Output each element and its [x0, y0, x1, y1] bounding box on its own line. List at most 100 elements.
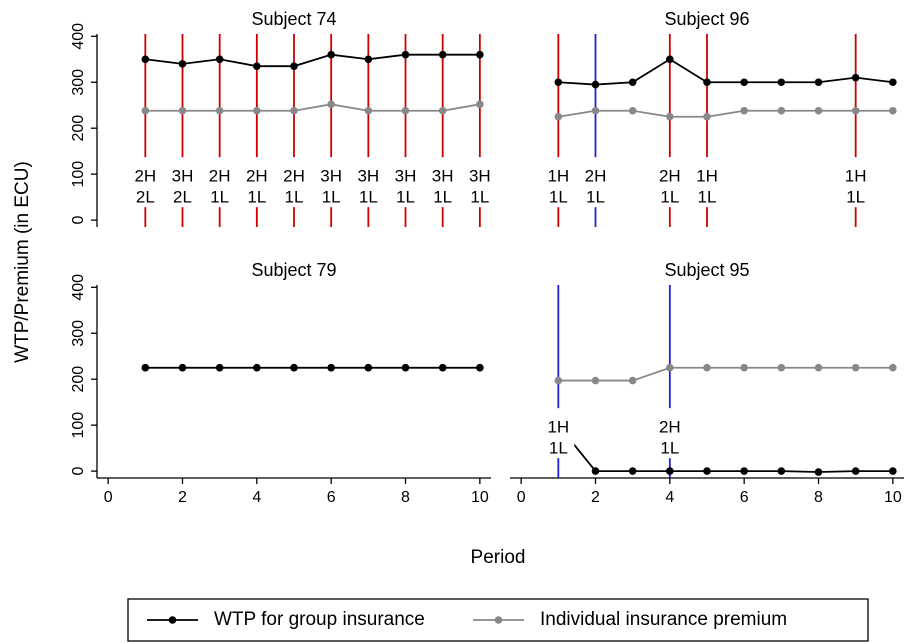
legend-label: Individual insurance premium	[540, 609, 787, 630]
premium-point	[740, 106, 748, 115]
wtp-point	[215, 55, 224, 64]
event-label-background	[579, 157, 612, 208]
event-label-top: 2H	[209, 167, 231, 186]
x-axis-label: Period	[471, 547, 526, 568]
event-label-top: 1H	[547, 418, 569, 437]
event-label-top: 2H	[134, 167, 156, 186]
premium-point	[554, 112, 563, 121]
event-label-bottom: 1L	[396, 187, 415, 206]
event-label-background	[463, 157, 496, 208]
event-label-bottom: 1L	[549, 438, 568, 457]
premium-point	[476, 100, 484, 109]
premium-point	[889, 106, 897, 115]
wtp-point	[591, 80, 600, 89]
panel-1: Subject 7401002003004002H2L3H2L2H1L2H1L2…	[70, 9, 496, 227]
wtp-point	[851, 73, 860, 82]
x-tick-label: 2	[591, 489, 600, 506]
x-tick-label: 8	[814, 489, 823, 506]
event-label-top: 1H	[547, 167, 569, 186]
event-label-top: 2H	[659, 167, 681, 186]
wtp-point	[666, 467, 674, 475]
wtp-point	[814, 78, 823, 87]
wtp-point	[703, 78, 711, 87]
wtp-point	[889, 78, 897, 87]
wtp-point	[290, 363, 298, 372]
event-label-background	[653, 157, 686, 208]
wtp-point	[364, 55, 373, 64]
y-tick-label: 400	[70, 23, 87, 50]
premium-point	[364, 106, 373, 115]
event-label-top: 1H	[696, 167, 718, 186]
premium-point	[628, 376, 637, 385]
panel-title: Subject 74	[251, 9, 336, 29]
premium-point	[290, 106, 298, 115]
wtp-point	[777, 467, 786, 475]
panel-title: Subject 79	[251, 260, 336, 280]
event-label-bottom: 1L	[846, 187, 865, 206]
legend-label: WTP for group insurance	[214, 609, 425, 630]
premium-point	[740, 363, 748, 372]
event-label-top: 2H	[246, 167, 268, 186]
y-tick-label: 200	[70, 366, 87, 393]
wtp-point	[438, 50, 447, 59]
wtp-point	[889, 467, 897, 475]
premium-point	[666, 363, 674, 372]
wtp-point	[178, 60, 187, 68]
wtp-point	[438, 363, 447, 372]
event-label-background	[315, 157, 348, 208]
x-tick-label: 4	[252, 489, 261, 506]
wtp-line	[557, 424, 893, 473]
premium-point	[889, 363, 897, 372]
wtp-point	[253, 363, 261, 372]
premium-line	[145, 103, 481, 112]
premium-point	[703, 363, 711, 372]
event-label-bottom: 1L	[660, 438, 679, 457]
wtp-point	[628, 467, 637, 475]
event-label-top: 2H	[585, 167, 607, 186]
premium-point	[814, 106, 823, 115]
premium-point	[591, 106, 600, 115]
event-label-background	[166, 157, 199, 208]
event-label-bottom: 1L	[470, 187, 489, 206]
wtp-point	[740, 78, 748, 87]
x-tick-label: 4	[665, 489, 674, 506]
event-label-bottom: 1L	[285, 187, 304, 206]
premium-point	[777, 106, 786, 115]
wtp-point	[215, 363, 224, 372]
wtp-point	[777, 78, 786, 87]
event-label-background	[542, 157, 575, 208]
y-tick-label: 0	[70, 216, 87, 225]
event-label-top: 3H	[432, 167, 454, 186]
premium-point	[703, 112, 711, 121]
y-tick-label: 100	[70, 412, 87, 439]
event-label-background	[389, 157, 422, 208]
wtp-point	[141, 363, 150, 372]
y-tick-label: 200	[70, 115, 87, 142]
event-label-background	[542, 408, 575, 459]
premium-point	[253, 106, 261, 115]
event-label-bottom: 2L	[173, 187, 192, 206]
premium-point	[438, 106, 447, 115]
wtp-point	[364, 363, 373, 372]
event-label-background	[129, 157, 162, 208]
legend: WTP for group insurance Individual insura…	[127, 598, 869, 642]
wtp-point	[178, 363, 187, 372]
wtp-point	[814, 468, 823, 476]
event-label-background	[240, 157, 273, 208]
wtp-point	[851, 467, 860, 475]
premium-point	[327, 100, 335, 109]
premium-point	[401, 106, 410, 115]
premium-point	[777, 363, 786, 372]
event-label-bottom: 1L	[210, 187, 229, 206]
premium-line	[558, 109, 893, 118]
wtp-point	[290, 62, 298, 70]
wtp-point	[327, 50, 335, 59]
event-label-bottom: 1L	[698, 187, 717, 206]
panel-3: Subject 79 0 100 200 300 400 0 2 4 6 8 10	[70, 260, 491, 506]
chart-panels: Subject 7401002003004002H2L3H2L2H1L2H1L2…	[70, 9, 904, 506]
wtp-point	[401, 50, 410, 59]
x-tick-label: 6	[740, 489, 749, 506]
event-label-top: 3H	[172, 167, 194, 186]
